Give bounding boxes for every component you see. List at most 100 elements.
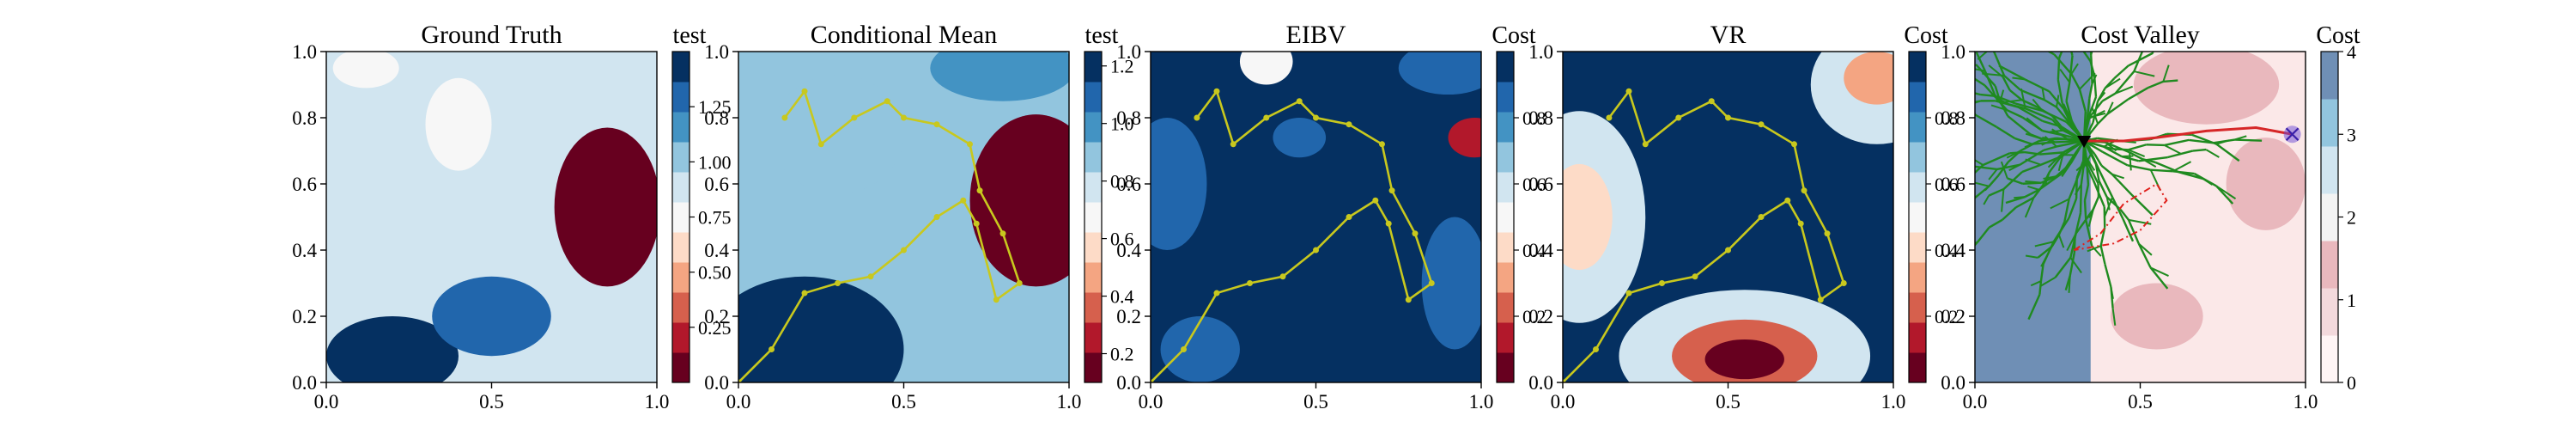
y-tick-label: 0.8 xyxy=(1941,107,1965,129)
colorbar-label: test xyxy=(1085,22,1119,49)
tree-edge xyxy=(2062,35,2082,49)
colorbar-segment xyxy=(1084,202,1102,233)
tree-edge xyxy=(2039,281,2041,295)
panel-title: Conditional Mean xyxy=(811,21,997,49)
path-point xyxy=(901,115,907,121)
path-point xyxy=(1346,214,1352,220)
path-point xyxy=(1214,89,1220,95)
path-point xyxy=(1759,121,1765,127)
colorbar-segment xyxy=(1084,52,1102,83)
colorbar-segment xyxy=(672,292,690,323)
y-tick-label: 1.0 xyxy=(1941,41,1965,63)
tree-edge xyxy=(2037,25,2047,32)
colorbar-segment xyxy=(672,172,690,203)
y-tick-label: 0.4 xyxy=(704,240,729,261)
tree-edge xyxy=(1986,36,1995,53)
path-point xyxy=(1346,121,1352,127)
tree-edge xyxy=(1976,44,1992,46)
tree-edge xyxy=(1942,62,1963,70)
colorbar-tick-label: 0.75 xyxy=(698,207,732,229)
colorbar-segment xyxy=(1497,112,1514,143)
y-tick-label: 0.6 xyxy=(292,174,317,195)
y-tick-label: 0.0 xyxy=(1116,372,1141,394)
tree-edge xyxy=(2144,0,2149,7)
y-tick-label: 0.8 xyxy=(1116,107,1141,129)
colorbar-segment xyxy=(1497,142,1514,173)
tree-edge xyxy=(2144,7,2146,21)
path-point xyxy=(1626,290,1632,296)
path-point xyxy=(967,141,973,147)
tree-edge xyxy=(2146,5,2154,21)
colorbar-segment xyxy=(1909,232,1926,263)
colorbar-segment xyxy=(1497,292,1514,323)
tree-edge xyxy=(1996,2,2007,9)
heatmap-field xyxy=(1513,25,1943,422)
colorbar-segment xyxy=(1909,292,1926,323)
path-point xyxy=(1313,115,1319,121)
tree-edge xyxy=(1957,202,1969,212)
colorbar-segment xyxy=(1084,142,1102,173)
tree-edge xyxy=(2023,183,2042,184)
y-tick-label: 1.0 xyxy=(1528,41,1553,63)
y-tick-label: 0.2 xyxy=(1941,306,1965,327)
y-tick-label: 0.8 xyxy=(1528,107,1553,129)
colorbar-segment xyxy=(1497,322,1514,353)
colorbar-segment xyxy=(1909,52,1926,83)
colorbar-segment xyxy=(2321,335,2338,383)
path-point xyxy=(1725,115,1731,121)
y-tick-label: 0.6 xyxy=(1941,174,1965,195)
heatmap-blob xyxy=(2227,138,2306,230)
panel-title: EIBV xyxy=(1286,21,1346,49)
panel-title: Cost Valley xyxy=(2081,21,2200,49)
path-point xyxy=(901,248,907,254)
path-point xyxy=(1194,115,1200,121)
colorbar-segment xyxy=(1084,352,1102,383)
path-point xyxy=(1841,280,1847,286)
heatmap-blob xyxy=(1449,118,1502,157)
colorbar-segment xyxy=(1497,232,1514,263)
path-point xyxy=(934,214,940,220)
path-point xyxy=(1000,230,1006,236)
heatmap-blob xyxy=(432,277,551,356)
path-point xyxy=(977,187,983,193)
colorbar-segment xyxy=(2321,241,2338,289)
path-point xyxy=(802,89,808,95)
path-point xyxy=(1818,296,1824,303)
x-tick-label: 0.0 xyxy=(314,391,339,413)
path-point xyxy=(802,290,808,296)
colorbar-segment xyxy=(1909,112,1926,143)
path-point xyxy=(1643,141,1649,147)
heatmap-blob xyxy=(970,114,1103,286)
path-point xyxy=(934,121,940,127)
path-point xyxy=(1675,115,1681,121)
path-point xyxy=(1413,230,1419,236)
heatmap-blob xyxy=(333,48,399,88)
heatmap-blob xyxy=(1844,52,1910,105)
tree-edge xyxy=(2050,29,2062,36)
tree-edge xyxy=(2144,0,2152,7)
colorbar-segment xyxy=(672,142,690,173)
colorbar-segment xyxy=(672,82,690,113)
path-point xyxy=(868,273,874,279)
panel-title: VR xyxy=(1710,21,1747,49)
colorbar-segment xyxy=(2321,99,2338,147)
path-point xyxy=(835,280,841,286)
x-tick-label: 1.0 xyxy=(645,391,670,413)
colorbar-segment xyxy=(1497,352,1514,383)
tree-edge xyxy=(2151,170,2173,172)
colorbar-segment xyxy=(1909,172,1926,203)
x-tick-label: 1.0 xyxy=(1881,391,1906,413)
y-tick-label: 0.4 xyxy=(292,240,317,261)
path-point xyxy=(1386,221,1392,227)
colorbar-segment xyxy=(1084,112,1102,143)
colorbar-segment xyxy=(1084,262,1102,293)
x-tick-label: 1.0 xyxy=(2293,391,2318,413)
colorbar-segment xyxy=(672,112,690,143)
tree-edge xyxy=(1968,23,1986,36)
colorbar-segment xyxy=(1497,52,1514,83)
y-tick-label: 0.0 xyxy=(1528,372,1553,394)
tree-edge xyxy=(2029,28,2047,32)
tree-edge xyxy=(1945,158,1968,166)
